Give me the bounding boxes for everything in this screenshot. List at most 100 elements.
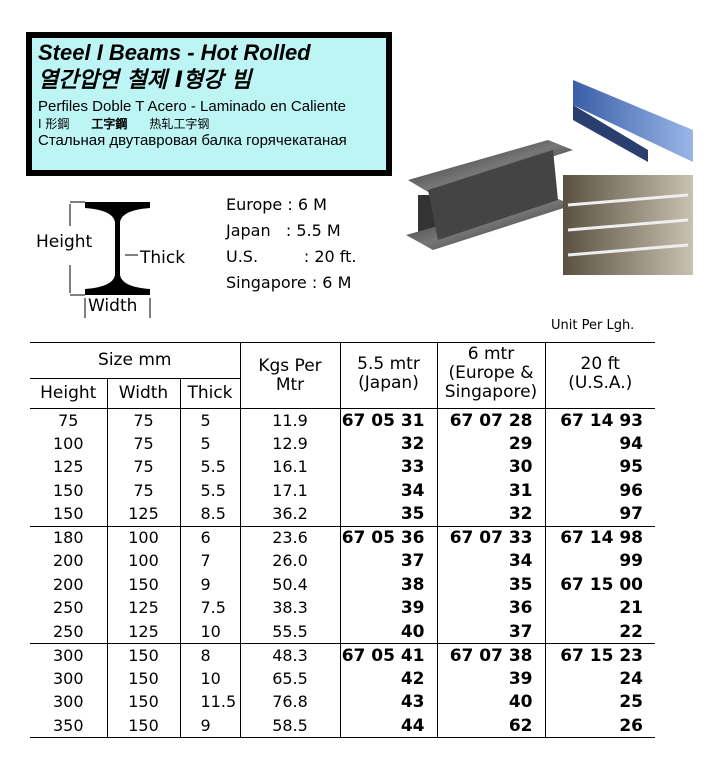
unit-note: Unit Per Lgh. — [551, 318, 635, 333]
title-japanese: I 形鋼 — [38, 117, 70, 131]
cell-thick: 5 — [179, 432, 240, 456]
title-korean: 열간압연 철제 I형강 빔 — [38, 68, 252, 93]
cell-code-japan: 43 — [339, 690, 437, 714]
cell-height: 150 — [52, 480, 84, 500]
length-europe: Europe : 6 M — [226, 195, 327, 214]
header-width: Width — [106, 378, 180, 409]
cell-kgs-per-mtr: 55.5 — [239, 620, 340, 644]
cell-code-europe: 29 — [436, 432, 545, 456]
length-singapore: Singapore : 6 M — [226, 273, 352, 292]
cell-code-europe: 36 — [436, 596, 545, 620]
cell-kgs-per-mtr: 48.3 — [239, 643, 340, 667]
black-i-beam-photo — [406, 140, 573, 250]
cell-width: 75 — [106, 408, 180, 432]
cell-thick: 5 — [179, 408, 240, 432]
thick-label: Thick — [140, 248, 186, 268]
cell-kgs-per-mtr: 65.5 — [239, 667, 340, 691]
table-row: 300 150 8 48.3 67 05 41 67 07 38 67 15 23 — [30, 643, 655, 667]
table-row: 250 125 10 55.5 40 37 22 — [30, 620, 655, 644]
cell-code-usa: 67 14 98 — [544, 526, 655, 550]
table-row: 200 100 7 26.0 37 34 99 — [30, 549, 655, 573]
cell-code-usa: 96 — [544, 479, 655, 503]
title-english: Steel I Beams - Hot Rolled — [38, 40, 311, 65]
cell-code-japan: 35 — [339, 502, 437, 527]
cell-height: 300 — [52, 668, 84, 688]
cell-height: 300 — [52, 645, 84, 665]
beam-diagram: Height Thick Width — [30, 190, 200, 320]
cell-height: 125 — [52, 457, 84, 477]
cell-kgs-per-mtr: 50.4 — [239, 573, 340, 597]
cell-code-japan: 38 — [339, 573, 437, 597]
cell-code-japan: 37 — [339, 549, 437, 573]
length-japan: Japan : 5.5 M — [226, 221, 341, 240]
cell-kgs-per-mtr: 38.3 — [239, 596, 340, 620]
cell-width: 150 — [106, 714, 180, 738]
header-japan: 5.5 mtr (Japan) — [339, 342, 437, 409]
cell-height: 350 — [30, 714, 107, 738]
cell-code-usa: 67 14 93 — [544, 408, 655, 432]
width-label: Width — [88, 296, 138, 316]
cell-width: 75 — [106, 455, 180, 479]
title-russian: Стальная двутавровая балка горячекатаная — [38, 132, 347, 149]
table-row: 300 150 10 65.5 42 39 24 — [30, 667, 655, 691]
cell-thick: 10 — [179, 620, 240, 644]
cell-code-usa: 22 — [544, 620, 655, 644]
cell-kgs-per-mtr: 26.0 — [239, 549, 340, 573]
table-row: 125 75 5.5 16.1 33 30 95 — [30, 455, 655, 479]
header-usa: 20 ft (U.S.A.) — [544, 342, 655, 409]
cell-width: 125 — [106, 502, 180, 527]
cell-height: 75 — [58, 410, 79, 430]
height-label: Height — [36, 232, 93, 252]
cell-height: 180 — [52, 528, 84, 547]
blue-beams-photo — [573, 80, 693, 162]
cell-thick: 8 — [179, 643, 240, 667]
cell-thick: 7.5 — [179, 596, 240, 620]
table-row: 150 75 5.5 17.1 34 31 96 — [30, 479, 655, 503]
title-chinese-trad: 工字鋼 — [91, 117, 128, 131]
cell-height: 300 — [52, 692, 84, 712]
length-us: U.S. : 20 ft. — [226, 247, 357, 266]
header-europe: 6 mtr (Europe & Singapore) — [436, 342, 545, 409]
cell-width: 75 — [106, 479, 180, 503]
cell-width: 75 — [106, 432, 180, 456]
cell-thick: 5.5 — [179, 455, 240, 479]
cell-code-usa: 99 — [544, 549, 655, 573]
cell-code-japan: 67 05 31 — [339, 408, 437, 432]
title-chinese-simp: 热轧工字钢 — [149, 117, 210, 131]
table-row: 300 150 11.5 76.8 43 40 25 — [30, 690, 655, 714]
cell-code-japan: 44 — [339, 714, 437, 738]
cell-code-europe: 62 — [436, 714, 545, 738]
cell-code-usa: 24 — [544, 667, 655, 691]
table-row: 180 100 6 23.6 67 05 36 67 07 33 67 14 98 — [30, 526, 655, 550]
cell-width: 125 — [106, 620, 180, 644]
cell-code-japan: 32 — [339, 432, 437, 456]
cell-code-usa: 25 — [544, 690, 655, 714]
standard-lengths: Europe : 6 M Japan : 5.5 M U.S. : 20 ft.… — [226, 192, 356, 296]
header-thick: Thick — [179, 378, 240, 409]
cell-code-europe: 34 — [436, 549, 545, 573]
cell-code-usa: 95 — [544, 455, 655, 479]
cell-width: 100 — [106, 526, 180, 550]
cell-kgs-per-mtr: 17.1 — [239, 479, 340, 503]
cell-code-europe: 67 07 38 — [436, 643, 545, 667]
table-row: 350 150 9 58.5 44 62 26 — [30, 714, 655, 738]
cell-thick: 9 — [179, 714, 240, 738]
cell-kgs-per-mtr: 23.6 — [239, 526, 340, 550]
cell-width: 150 — [106, 643, 180, 667]
cell-code-europe: 31 — [436, 479, 545, 503]
cell-code-europe: 39 — [436, 667, 545, 691]
cell-kgs-per-mtr: 58.5 — [239, 714, 340, 738]
header-kgs: Kgs Per Mtr — [239, 342, 340, 409]
cell-code-japan: 42 — [339, 667, 437, 691]
cell-kgs-per-mtr: 36.2 — [239, 502, 340, 527]
cell-code-usa: 97 — [544, 502, 655, 527]
cell-code-europe: 35 — [436, 573, 545, 597]
cell-code-europe: 30 — [436, 455, 545, 479]
title-spanish: Perfiles Doble T Acero - Laminado en Cal… — [38, 98, 346, 115]
cell-kgs-per-mtr: 12.9 — [239, 432, 340, 456]
cell-height: 250 — [52, 598, 84, 618]
cell-kgs-per-mtr: 11.9 — [239, 408, 340, 432]
cell-code-usa: 67 15 00 — [544, 573, 655, 597]
cell-height: 200 — [52, 551, 84, 571]
cell-thick: 9 — [179, 573, 240, 597]
